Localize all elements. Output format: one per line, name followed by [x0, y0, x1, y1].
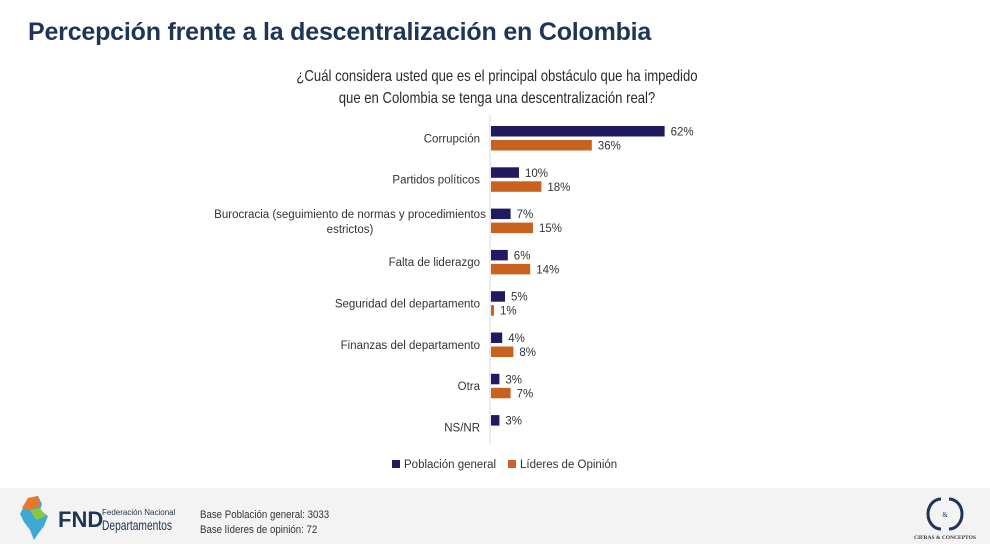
bar-lideres-opinion — [491, 263, 531, 275]
data-label: 62% — [671, 127, 694, 139]
category-label: Otra — [458, 381, 481, 393]
chart-question: ¿Cuál considera usted que es el principa… — [237, 66, 757, 110]
bar-poblacion-general — [491, 415, 500, 426]
data-label: 4% — [508, 333, 525, 345]
data-label: 3% — [505, 416, 522, 428]
data-label: 5% — [511, 292, 528, 304]
svg-text:FND: FND — [58, 507, 103, 532]
svg-text:CIFRAS & CONCEPTOS: CIFRAS & CONCEPTOS — [914, 535, 976, 541]
bar-lideres-opinion — [491, 305, 494, 316]
legend-swatch — [508, 460, 516, 468]
category-label: Seguridad del departamento — [335, 298, 480, 310]
data-label: 18% — [547, 182, 570, 194]
data-label: 1% — [500, 306, 517, 318]
base-lideres: Base líderes de opinión: 72 — [200, 524, 318, 536]
cifras-conceptos-logo: & CIFRAS & CONCEPTOS — [914, 497, 976, 541]
bar-lideres-opinion — [491, 181, 542, 192]
data-label: 14% — [536, 264, 559, 276]
bar-poblacion-general — [491, 332, 503, 343]
category-label-line: estrictos) — [327, 224, 374, 236]
legend-label: Líderes de Opinión — [520, 459, 617, 471]
bar-poblacion-general — [491, 373, 500, 385]
data-label: 6% — [514, 250, 531, 262]
data-label: 3% — [505, 374, 522, 386]
category-label: NS/NR — [444, 422, 480, 434]
data-label: 7% — [517, 388, 534, 400]
legend-label: Población general — [404, 459, 496, 471]
category-label-line: Burocracia (seguimiento de normas y proc… — [214, 209, 486, 221]
bar-poblacion-general — [491, 208, 511, 220]
svg-text:Federación Nacional de: Federación Nacional de — [102, 508, 178, 517]
data-label: 7% — [517, 209, 534, 221]
category-label: Finanzas del departamento — [341, 340, 480, 352]
bar-lideres-opinion — [491, 387, 511, 399]
sample-bases: Base Población general: 3033 Base lídere… — [200, 508, 329, 538]
data-label: 8% — [519, 347, 536, 359]
page-title: Percepción frente a la descentralización… — [28, 18, 652, 46]
base-general: Base Población general: 3033 — [200, 509, 330, 521]
bar-chart: Corrupción 62% 36% Partidos políticos 10% 18%… — [214, 115, 694, 471]
bar-lideres-opinion — [491, 346, 514, 357]
svg-text:Departamentos: Departamentos — [102, 517, 172, 533]
category-label: Corrupción — [424, 133, 480, 145]
footer: FND Federación Nacional de Departamentos… — [0, 488, 990, 544]
data-label: 36% — [598, 141, 621, 153]
svg-text:&: & — [942, 511, 948, 519]
bar-lideres-opinion — [491, 140, 592, 151]
bar-poblacion-general — [491, 291, 505, 302]
bar-poblacion-general — [491, 167, 519, 178]
data-label: 15% — [539, 223, 562, 235]
category-label: Burocracia (seguimiento de normas y proc… — [214, 209, 486, 236]
category-label: Partidos políticos — [392, 175, 480, 187]
category-label: Falta de liderazgo — [389, 257, 480, 269]
legend-swatch — [392, 460, 400, 468]
data-label: 10% — [525, 168, 548, 180]
question-line-1: ¿Cuál considera usted que es el principa… — [296, 68, 698, 85]
bar-poblacion-general — [491, 126, 665, 137]
bar-poblacion-general — [491, 249, 508, 261]
fnd-logo: FND Federación Nacional de Departamentos — [20, 496, 178, 540]
bar-lideres-opinion — [491, 222, 533, 234]
question-line-2: que en Colombia se tenga una descentrali… — [338, 90, 656, 107]
